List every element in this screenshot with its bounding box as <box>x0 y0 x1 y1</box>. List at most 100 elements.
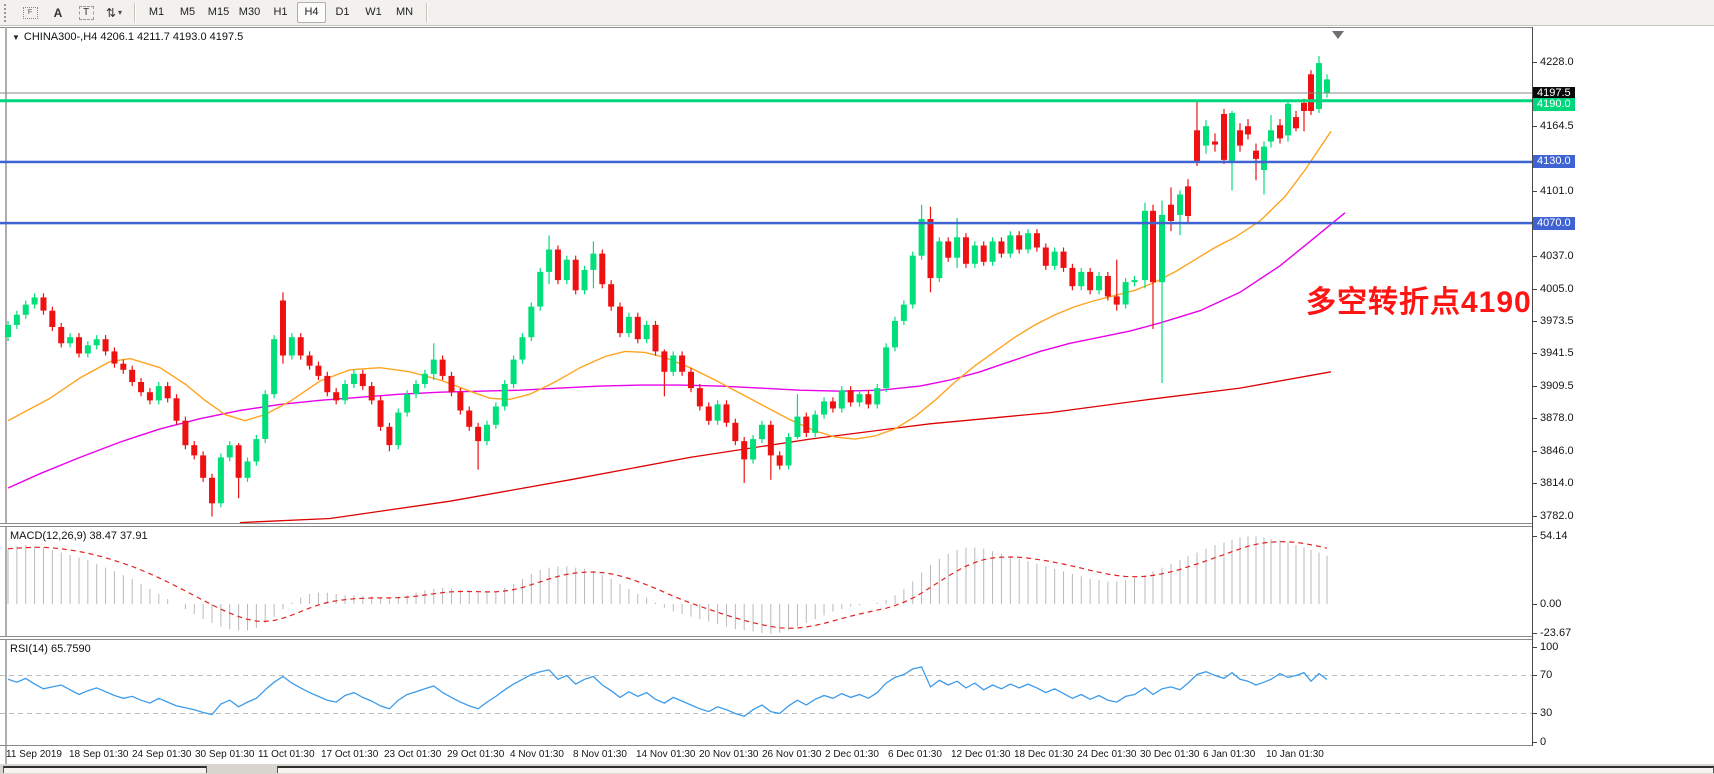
rsi-line <box>7 666 1328 718</box>
candle <box>838 390 845 409</box>
timeframe-button-MN[interactable]: MN <box>395 6 414 18</box>
level-line-blue <box>0 160 1532 164</box>
symbol-header[interactable]: ▼ CHINA300-,H4 4206.1 4211.7 4193.0 4197… <box>12 31 243 43</box>
price-axis-label: 3909.5 <box>1540 380 1574 393</box>
price-axis-label: 4005.0 <box>1540 282 1574 295</box>
candle <box>5 324 11 338</box>
candle <box>102 339 109 352</box>
candle <box>936 241 943 279</box>
font-tool-button[interactable]: A <box>45 2 71 24</box>
date-axis-label: 30 Sep 01:30 <box>195 749 255 760</box>
candle <box>253 439 260 462</box>
blue-level-badge: 4130.0 <box>1533 155 1575 169</box>
timeframe-button-H1[interactable]: H1 <box>273 6 288 18</box>
candle <box>537 271 544 307</box>
candle <box>652 324 659 352</box>
price-axis-label: 4164.5 <box>1540 120 1574 133</box>
candle <box>785 437 792 466</box>
chevron-down-icon: ▾ <box>118 8 123 17</box>
green-level-badge: 4190.0 <box>1533 97 1575 111</box>
price-axis-label: 3782.0 <box>1540 510 1574 522</box>
candle <box>1016 235 1023 250</box>
macd-signal-line <box>7 541 1328 629</box>
main-chart-svg <box>0 31 1532 523</box>
candle <box>1212 141 1218 145</box>
candle <box>386 426 393 446</box>
candle <box>856 394 863 403</box>
price-axis-label: 3878.0 <box>1540 412 1574 425</box>
date-axis-label: 6 Dec 01:30 <box>888 749 942 760</box>
price-axis-label: 3941.5 <box>1540 347 1574 360</box>
candle <box>1087 271 1094 291</box>
date-axis[interactable]: 11 Sep 2019 18 Sep 01:30 24 Sep 01:30 30 Se… <box>0 746 1714 764</box>
candle <box>1033 233 1040 248</box>
toolbar-grip[interactable] <box>4 3 11 22</box>
candle <box>643 324 650 340</box>
candle <box>262 394 269 439</box>
support-line-green <box>0 99 1532 103</box>
candle <box>874 388 881 405</box>
candle <box>980 245 987 262</box>
ma-fast-orange-line <box>7 130 1332 440</box>
date-axis-label: 8 Nov 01:30 <box>573 749 627 760</box>
ma-slow-red-line <box>239 371 1332 523</box>
candle <box>1261 146 1267 170</box>
date-axis-border <box>0 745 1714 746</box>
text-label-icon: T <box>78 5 94 20</box>
candle <box>900 304 907 321</box>
candle <box>723 404 730 423</box>
candle <box>111 351 118 364</box>
timeframe-button-W1[interactable]: W1 <box>365 6 382 18</box>
price-axis-label: 4228.0 <box>1540 55 1574 68</box>
indicator-frame-button[interactable]: F <box>17 2 43 24</box>
candle <box>1221 114 1227 160</box>
timeframe-button-M5[interactable]: M5 <box>179 6 196 18</box>
toolbar-separator <box>426 2 427 23</box>
candle <box>1159 214 1165 283</box>
timeframe-button-M15[interactable]: M15 <box>207 6 230 18</box>
macd-axis-label: 0.00 <box>1540 597 1562 610</box>
bottom-windows-strip <box>0 764 1714 774</box>
date-axis-label: 24 Dec 01:30 <box>1077 749 1137 760</box>
text-label-button[interactable]: T <box>73 2 99 24</box>
candle <box>84 345 91 354</box>
date-axis-label: 30 Dec 01:30 <box>1140 749 1200 760</box>
timeframe-button-D1[interactable]: D1 <box>335 6 350 18</box>
panel-splitter[interactable] <box>0 523 1714 527</box>
timeframe-group: M1 M5 M15 M30 H1 H4 D1 W1 MN <box>141 2 420 23</box>
candle <box>670 355 677 372</box>
candle <box>209 477 216 504</box>
macd-axis-label: 54.14 <box>1540 529 1568 542</box>
candle <box>324 375 331 393</box>
candle <box>226 445 233 458</box>
candle <box>1194 130 1200 161</box>
rsi-indicator-label: RSI(14) 65.7590 <box>10 643 91 655</box>
candle <box>1245 126 1251 135</box>
candle <box>333 392 340 401</box>
candle <box>501 384 508 407</box>
candle <box>404 394 411 413</box>
macd-axis-label: -23.67 <box>1540 627 1572 640</box>
candle <box>1168 204 1174 221</box>
candle <box>590 253 597 270</box>
candle <box>634 316 641 340</box>
price-axis-label: 3973.5 <box>1540 314 1574 327</box>
candle <box>466 410 473 427</box>
candle <box>714 404 721 421</box>
candle <box>661 351 668 372</box>
candle <box>1285 103 1291 136</box>
candle <box>58 327 65 344</box>
candle <box>732 422 739 442</box>
candle <box>1316 63 1322 109</box>
panel-splitter[interactable] <box>0 636 1714 640</box>
timeframe-button-H4[interactable]: H4 <box>297 2 326 23</box>
timeframe-button-M1[interactable]: M1 <box>148 6 165 18</box>
candle <box>1150 210 1156 283</box>
timeframe-button-M30[interactable]: M30 <box>238 6 261 18</box>
price-axis[interactable] <box>1532 27 1714 746</box>
candle <box>1060 251 1067 268</box>
arrow-objects-button[interactable]: ⇅ ▾ <box>101 2 127 24</box>
price-axis-label: 4037.0 <box>1540 250 1574 263</box>
candle <box>120 363 127 370</box>
